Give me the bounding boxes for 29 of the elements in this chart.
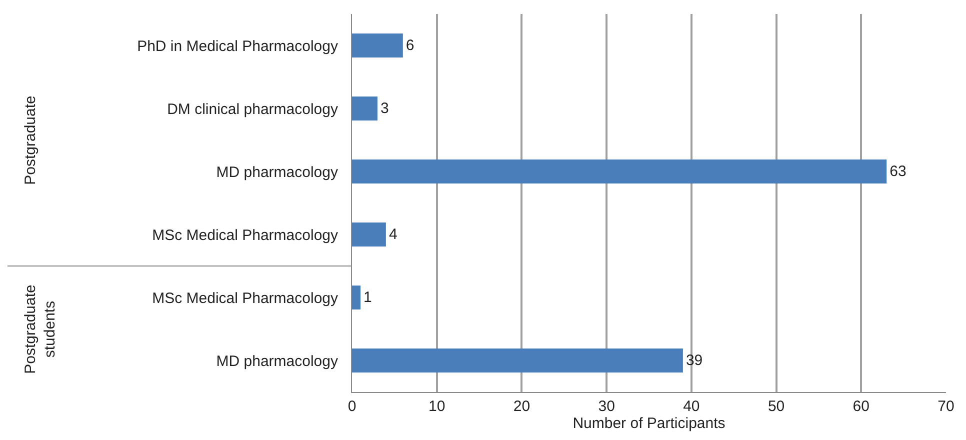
x-tick-label: 60 — [852, 398, 870, 415]
data-label: 1 — [363, 289, 372, 306]
y-tick-label: MD pharmacology — [216, 352, 338, 370]
text: Postgraduate — [22, 96, 39, 185]
data-label: 39 — [686, 352, 703, 369]
x-tick-label: 70 — [938, 398, 954, 415]
x-tick-label: 30 — [598, 398, 615, 415]
bar — [352, 34, 403, 58]
data-label: 63 — [890, 163, 906, 180]
x-axis-title: Number of Participants — [572, 415, 726, 432]
data-label: 4 — [388, 226, 398, 243]
text: Postgraduate students — [22, 284, 58, 374]
y-tick-label: DM clinical pharmacology — [167, 100, 338, 118]
bar — [352, 348, 683, 372]
x-tick-label: 10 — [428, 398, 446, 415]
bar — [352, 222, 386, 246]
y-tick-label: MSc Medical Pharmacology — [152, 290, 338, 307]
bar — [352, 286, 360, 310]
x-tick-label: 40 — [683, 398, 700, 415]
data-label: 6 — [406, 37, 414, 54]
y-tick-label: MSc Medical Pharmacology — [152, 226, 338, 244]
bar — [352, 160, 887, 184]
y-tick-label: MD pharmacology — [216, 164, 338, 181]
x-tick-label: 20 — [513, 398, 530, 415]
x-tick-label: 50 — [768, 398, 785, 415]
bar — [352, 96, 378, 120]
data-label: 3 — [380, 100, 389, 117]
y-tick-label: PhD in Medical Pharmacology — [137, 38, 338, 55]
x-tick-label: 0 — [348, 398, 356, 415]
